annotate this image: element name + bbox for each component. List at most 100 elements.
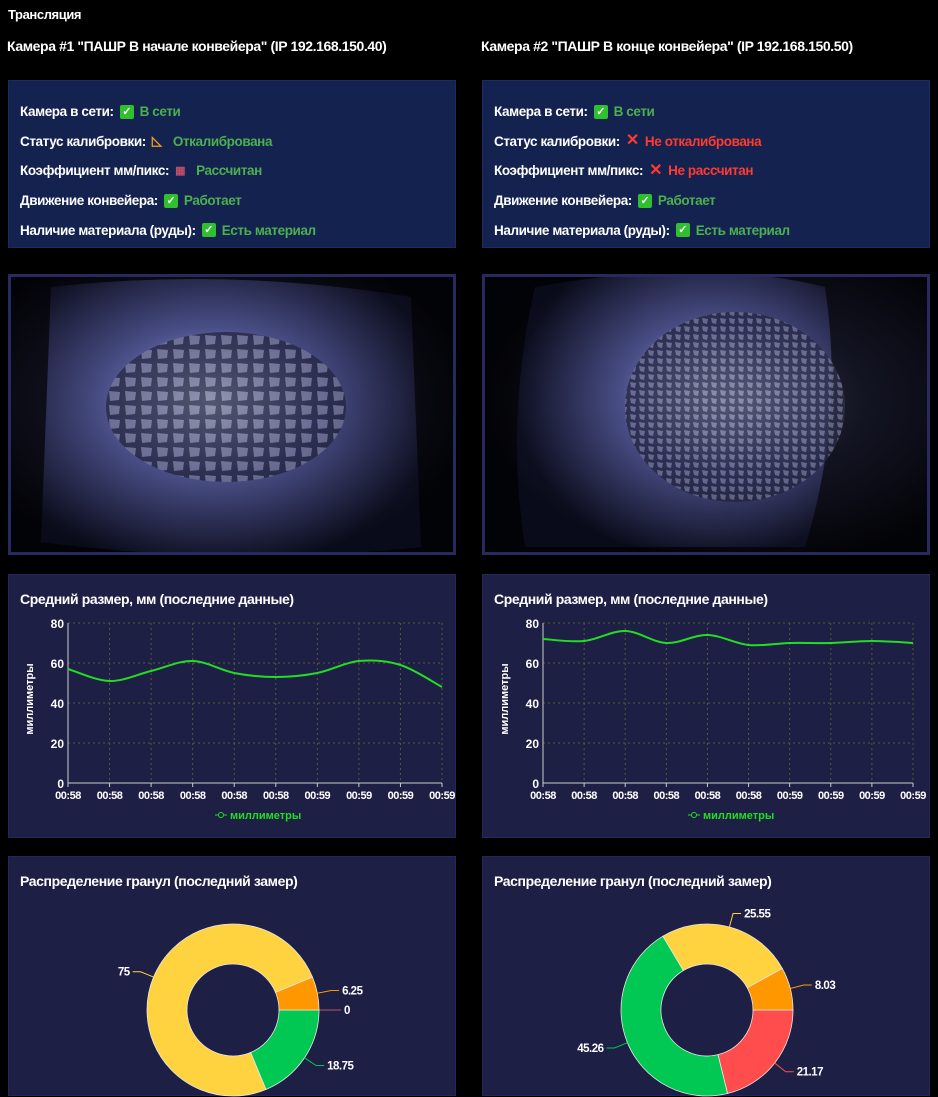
- status-label: Камера в сети:: [20, 104, 114, 120]
- cross-icon: ✕: [649, 161, 663, 179]
- status-row: Движение конвейера: ✓ Работает: [494, 186, 918, 216]
- x-tick-label: 00:58: [138, 790, 164, 802]
- legend-label[interactable]: миллиметры: [230, 810, 301, 822]
- x-tick-label: 00:59: [429, 790, 455, 802]
- x-tick-label: 00:58: [695, 790, 721, 802]
- x-tick-label: 00:58: [180, 790, 206, 802]
- donut-slice[interactable]: [717, 1009, 794, 1095]
- avg-size-chart-panel: Средний размер, мм (последние данные) 0 20…: [8, 574, 456, 838]
- camera-feed[interactable]: [8, 274, 456, 555]
- status-value: Не рассчитан: [668, 163, 754, 179]
- status-value: Работает: [183, 193, 242, 209]
- legend-marker: [691, 812, 697, 818]
- x-tick-label: 00:59: [305, 790, 331, 802]
- y-tick-label: 80: [51, 617, 65, 631]
- donut-slice[interactable]: [274, 976, 320, 1011]
- x-tick-label: 00:58: [612, 790, 638, 802]
- x-tick-label: 00:58: [97, 790, 123, 802]
- avg-size-chart-panel: Средний размер, мм (последние данные) 0 20…: [482, 574, 930, 838]
- slice-label: 6.25: [342, 985, 363, 997]
- label-line: [728, 912, 742, 928]
- check-icon: ✓: [675, 223, 690, 238]
- label-line: [606, 1042, 628, 1049]
- status-label: Коэффициент мм/пикс:: [494, 163, 644, 179]
- x-tick-label: 00:58: [55, 790, 81, 802]
- slice-label: 25.55: [744, 908, 771, 920]
- check-icon: ✓: [593, 104, 608, 119]
- status-value: В сети: [139, 104, 181, 120]
- granule-distribution-panel: Распределение гранул (последний замер) 0 1…: [8, 856, 456, 1097]
- label-line: [304, 1057, 325, 1067]
- y-tick-label: 0: [57, 777, 64, 791]
- status-value: Рассчитан: [196, 163, 262, 179]
- y-tick-label: 40: [526, 697, 540, 711]
- y-tick-label: 20: [526, 737, 540, 751]
- status-label: Наличие материала (руды):: [494, 222, 670, 238]
- status-value: Откалибрована: [172, 133, 273, 149]
- chart-title: Распределение гранул (последний замер): [20, 873, 298, 889]
- x-tick-label: 00:58: [221, 790, 247, 802]
- x-tick-label: 00:59: [346, 790, 372, 802]
- abacus-icon: ▦: [175, 165, 186, 178]
- label-line: [774, 1062, 794, 1073]
- status-row: Наличие материала (руды): ✓ Есть материал: [494, 215, 918, 245]
- status-row: Коэффициент мм/пикс: ▦ Рассчитан: [20, 156, 444, 186]
- donut-slice[interactable]: [746, 967, 794, 1011]
- label-line: [132, 971, 154, 978]
- check-icon: ✓: [119, 104, 134, 119]
- x-tick-label: 00:59: [777, 790, 803, 802]
- slice-label: 75: [118, 967, 131, 979]
- data-line: [542, 629, 914, 647]
- check-icon: ✓: [163, 193, 178, 208]
- status-value: Не откалибрована: [644, 133, 762, 149]
- y-axis-label: миллиметры: [499, 663, 511, 734]
- x-tick-label: 00:59: [818, 790, 844, 802]
- status-label: Камера в сети:: [494, 104, 588, 120]
- camera-feed[interactable]: [482, 274, 930, 555]
- camera-status-panel: Камера в сети: ✓ В сети Статус калибровки: ✕…: [482, 80, 930, 248]
- check-icon: ✓: [201, 223, 216, 238]
- x-tick-label: 00:58: [571, 790, 597, 802]
- check-icon: ✓: [637, 193, 652, 208]
- data-line: [67, 659, 443, 688]
- camera-header: Камера #1 "ПАШР В начале конвейера" (IP …: [7, 38, 387, 54]
- status-row: Наличие материала (руды): ✓ Есть материал: [20, 215, 444, 245]
- status-label: Статус калибровки:: [494, 133, 620, 149]
- line-chart: 0 20 40 60 80 00:58 00:58 00:58 00:58 00:58 00:58 0…: [24, 617, 455, 822]
- x-tick-label: 00:59: [900, 790, 926, 802]
- legend-label[interactable]: миллиметры: [703, 810, 774, 822]
- camera-status-panel: Камера в сети: ✓ В сети Статус калибровки: ◺…: [8, 80, 456, 248]
- granule-distribution-panel: Распределение гранул (последний замер) 21…: [482, 856, 930, 1097]
- status-row: Статус калибровки: ◺ Откалибрована: [20, 127, 444, 157]
- status-value: Есть материал: [221, 222, 316, 238]
- x-tick-label: 00:59: [859, 790, 885, 802]
- x-tick-label: 00:58: [530, 790, 556, 802]
- slice-label: 8.03: [815, 980, 835, 992]
- status-label: Движение конвейера:: [20, 193, 158, 209]
- x-tick-label: 00:58: [263, 790, 289, 802]
- status-row: Камера в сети: ✓ В сети: [494, 97, 918, 127]
- donut-slice[interactable]: [146, 923, 313, 1097]
- label-line: [317, 989, 340, 994]
- camera-header: Камера #2 "ПАШР В конце конвейера" (IP 1…: [481, 38, 853, 54]
- donut-chart: 0 18.75 75 6.25: [118, 923, 364, 1097]
- y-tick-label: 0: [532, 777, 539, 791]
- cross-icon: ✕: [625, 132, 639, 150]
- y-tick-label: 40: [51, 697, 65, 711]
- status-label: Наличие материала (руды):: [20, 222, 196, 238]
- status-row: Статус калибровки: ✕ Не откалибрована: [494, 127, 918, 157]
- y-axis-label: миллиметры: [24, 663, 36, 734]
- slice-label: 18.75: [327, 1061, 354, 1073]
- status-label: Статус калибровки:: [20, 133, 146, 149]
- x-tick-label: 00:58: [736, 790, 762, 802]
- page-title: Трансляция: [8, 7, 82, 22]
- chart-title: Средний размер, мм (последние данные): [494, 591, 768, 607]
- slice-label: 0: [344, 1005, 350, 1017]
- status-label: Коэффициент мм/пикс:: [20, 163, 170, 179]
- status-row: Коэффициент мм/пикс: ✕ Не рассчитан: [494, 156, 918, 186]
- slice-label: 21.17: [797, 1067, 823, 1079]
- triangle-ruler-icon: ◺: [151, 133, 162, 149]
- x-tick-label: 00:59: [388, 790, 414, 802]
- x-tick-label: 00:58: [654, 790, 680, 802]
- donut-chart: 21.17 45.26 25.55 8.03: [577, 908, 836, 1097]
